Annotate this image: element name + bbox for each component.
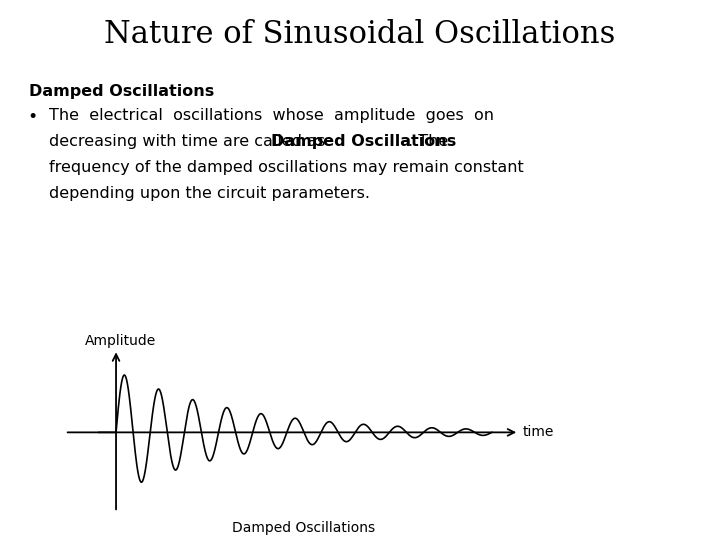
Text: The  electrical  oscillations  whose  amplitude  goes  on: The electrical oscillations whose amplit… [49, 108, 494, 123]
Text: Damped Oscillations: Damped Oscillations [29, 84, 214, 99]
Text: Nature of Sinusoidal Oscillations: Nature of Sinusoidal Oscillations [104, 19, 616, 50]
Text: . The: . The [408, 134, 449, 149]
Text: depending upon the circuit parameters.: depending upon the circuit parameters. [49, 186, 370, 201]
Text: Damped Oscillations: Damped Oscillations [271, 134, 456, 149]
Text: frequency of the damped oscillations may remain constant: frequency of the damped oscillations may… [49, 160, 523, 175]
Text: Amplitude: Amplitude [85, 334, 156, 348]
Text: time: time [523, 426, 554, 440]
Text: Damped Oscillations: Damped Oscillations [233, 522, 376, 536]
Text: decreasing with time are called as: decreasing with time are called as [49, 134, 330, 149]
Text: •: • [27, 108, 37, 126]
